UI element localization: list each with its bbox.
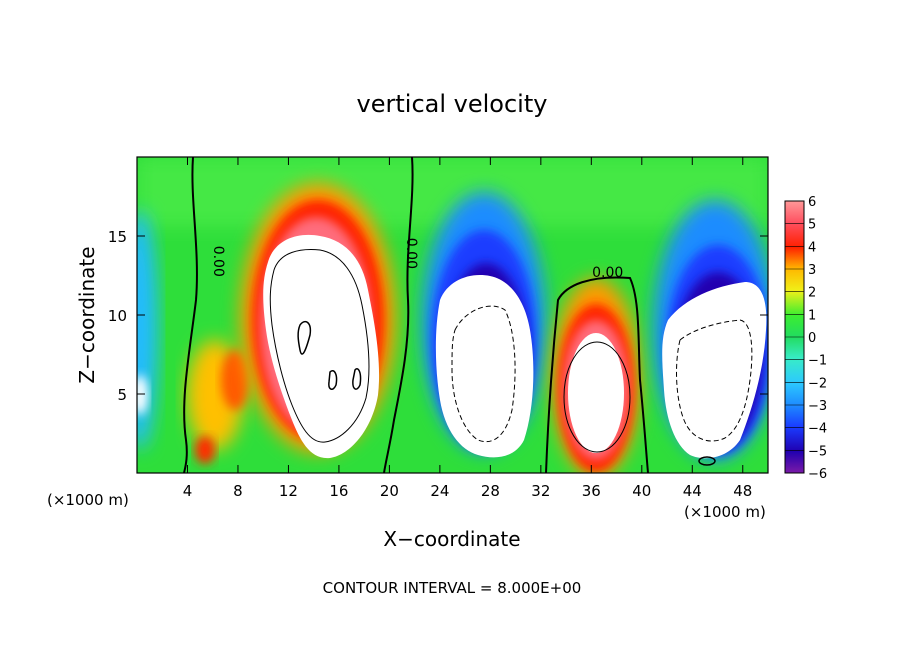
heatmap-plot-area: 0.00 0.00 0.00 [137, 157, 768, 473]
colorbar-tick-label: −2 [808, 376, 827, 391]
x-tick-label: 8 [233, 482, 243, 500]
y-tick-label: 5 [117, 386, 127, 404]
colorbar-tick-label: 6 [808, 195, 816, 210]
x-tick-label: 44 [683, 482, 702, 500]
colorbar-tick-label: −1 [808, 354, 827, 369]
contour-label: 0.00 [210, 246, 226, 277]
x-unit-left: (×1000 m) [47, 491, 129, 509]
x-tick-label: 12 [279, 482, 298, 500]
y-axis-ticks: 5 10 15 [108, 228, 768, 404]
negative-contour-mid [451, 305, 516, 443]
x-tick-label: 40 [632, 482, 651, 500]
colorbar-tick-label: 2 [808, 286, 816, 301]
x-tick-label: 24 [430, 482, 449, 500]
y-axis-label: Z−coordinate [75, 246, 99, 383]
contour-interval-footer: CONTOUR INTERVAL = 8.000E+00 [323, 579, 582, 597]
x-tick-label: 28 [481, 482, 500, 500]
positive-contour-main [269, 249, 370, 443]
heatmap-field [137, 157, 768, 473]
colorbar-tick-label: −6 [808, 467, 827, 482]
x-tick-label: 4 [183, 482, 193, 500]
positive-contour-inner-2 [328, 370, 338, 390]
zero-contour-left [183, 157, 198, 473]
y-tick-label: 10 [108, 307, 127, 325]
colorbar-tick-label: −5 [808, 444, 827, 459]
negative-contour-small [698, 456, 716, 466]
y-tick-label: 15 [108, 228, 127, 246]
colorbar-tick-label: 5 [808, 218, 816, 233]
x-tick-label: 48 [733, 482, 752, 500]
negative-contour-right [676, 319, 753, 442]
colorbar-tick-label: −4 [808, 422, 827, 437]
positive-contour-inner-1 [297, 320, 312, 355]
x-tick-label: 36 [582, 482, 601, 500]
x-tick-label: 32 [531, 482, 550, 500]
x-tick-label: 20 [380, 482, 399, 500]
positive-contour-inner-3 [352, 368, 362, 390]
colorbar-tick-label: 4 [808, 240, 816, 255]
x-axis-ticks: 4 8 12 16 20 24 28 32 36 40 44 48 [183, 157, 752, 500]
colorbar-tick-label: 1 [808, 308, 816, 323]
colorbar-tick-label: −3 [808, 399, 827, 414]
x-axis-label: X−coordinate [383, 527, 520, 551]
colorbar-ticks: 6 5 4 3 2 1 0 −1 −2 −3 −4 −5 −6 [785, 195, 827, 482]
colorbar-tick-label: 3 [808, 263, 816, 278]
colorbar: 6 5 4 3 2 1 0 −1 −2 −3 −4 −5 −6 [784, 195, 827, 482]
contour-label: 0.00 [592, 265, 623, 281]
colorbar-tick-label: 0 [808, 331, 816, 346]
zero-contour-right [545, 276, 649, 473]
contour-lines [183, 157, 753, 473]
chart-title: vertical velocity [357, 90, 548, 118]
x-tick-label: 16 [329, 482, 348, 500]
x-unit-right: (×1000 m) [684, 503, 766, 521]
zero-contour-mid [383, 157, 414, 473]
contour-label: 0.00 [403, 238, 419, 269]
contour-labels: 0.00 0.00 0.00 [210, 238, 623, 281]
positive-contour-right-updraft [563, 341, 631, 453]
